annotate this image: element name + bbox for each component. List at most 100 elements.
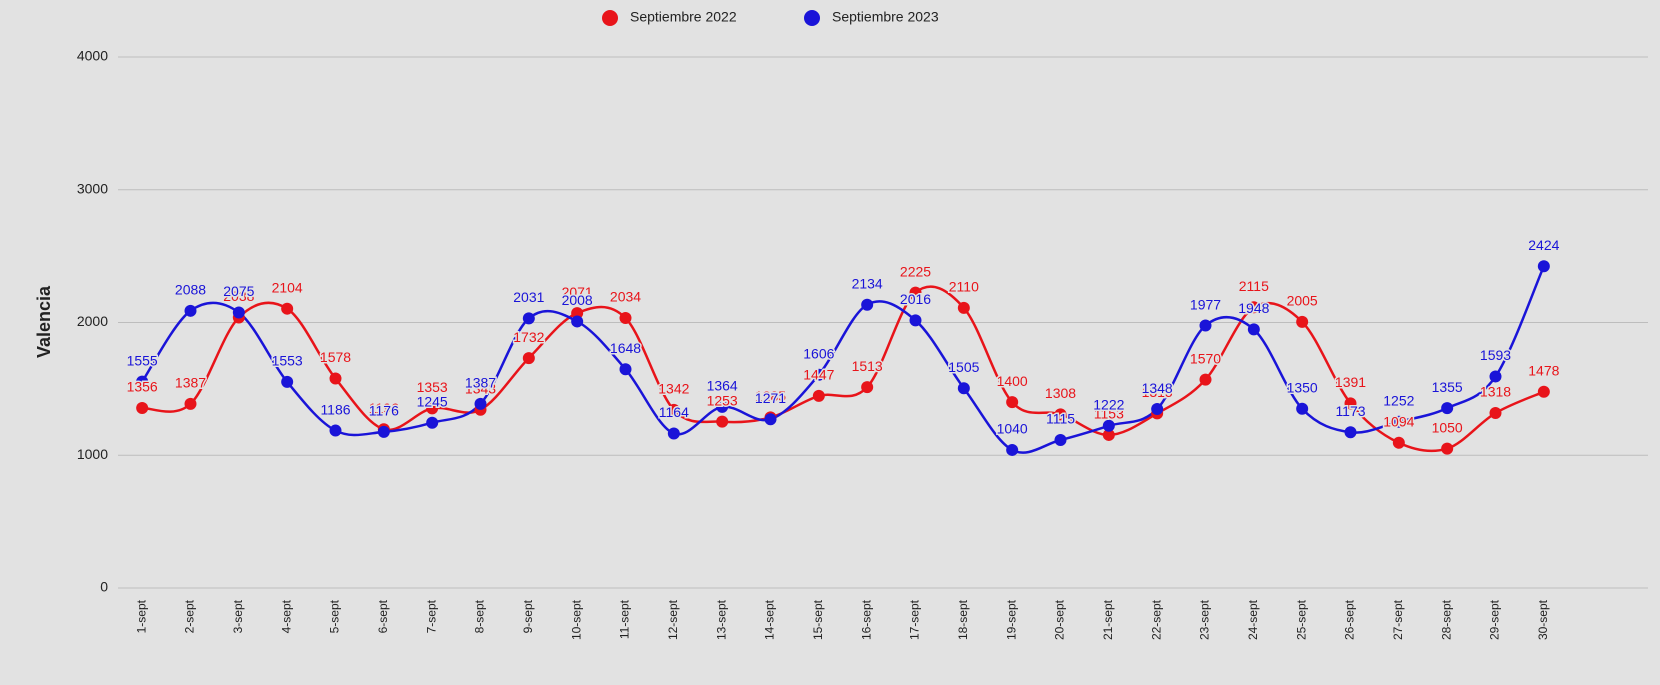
point [1537,385,1550,398]
point [1296,402,1309,415]
data-label: 2110 [949,279,979,295]
point [329,424,342,437]
data-label: 1253 [707,392,738,408]
x-tick-label: 9-sept [521,599,535,633]
point [426,416,439,429]
point [1537,260,1550,273]
x-tick-label: 28-sept [1439,599,1453,640]
data-label: 2424 [1528,237,1559,253]
data-label: 1315 [1142,384,1173,400]
point [1102,428,1115,441]
point [1054,408,1067,421]
point [377,425,390,438]
point [1441,442,1454,455]
data-label: 1387 [175,375,206,391]
point [619,363,632,376]
point [1247,323,1260,336]
point [474,397,487,410]
series-line [141,265,1545,454]
legend-marker [602,10,618,26]
data-label: 1447 [803,367,834,383]
data-label: 1553 [272,353,303,369]
data-label: 1400 [997,373,1028,389]
data-label: 1364 [707,378,738,394]
data-label: 1478 [1528,362,1559,378]
data-label: 1343 [465,380,496,396]
point [1006,443,1019,456]
x-tick-label: 2-sept [183,599,197,633]
legend-marker [804,10,820,26]
series-line [142,285,1545,453]
x-tick-label: 21-sept [1101,599,1115,640]
x-tick-label: 10-sept [569,599,583,640]
point [329,372,342,385]
x-tick-label: 22-sept [1149,599,1163,640]
point [522,312,535,325]
point [184,304,197,317]
point [1296,315,1309,328]
data-label: 2031 [513,289,544,305]
data-label: 1196 [369,400,399,416]
data-label: 1513 [852,358,883,374]
x-tick-label: 5-sept [328,599,342,633]
x-tick-label: 26-sept [1343,599,1357,640]
data-label: 1040 [997,421,1028,437]
data-label: 1350 [1287,379,1318,395]
legend-label: Septiembre 2023 [832,9,939,25]
x-tick-label: 24-sept [1246,599,1260,640]
x-tick-label: 6-sept [376,599,390,633]
y-tick-label: 0 [100,579,108,595]
point [281,375,294,388]
data-label: 1732 [513,329,544,345]
data-label: 1050 [1432,419,1463,435]
data-label: 2005 [1287,293,1318,309]
x-tick-label: 3-sept [231,599,245,633]
point [571,307,584,320]
data-label: 1342 [658,381,689,397]
data-label: 1570 [1190,350,1221,366]
data-label: 2134 [852,275,883,291]
point [1151,403,1164,416]
x-tick-label: 14-sept [763,599,777,640]
data-label: 1153 [1094,406,1124,422]
x-tick-label: 19-sept [1004,599,1018,640]
point [716,400,729,413]
data-label: 1391 [1335,374,1366,390]
point [619,311,632,324]
y-tick-label: 3000 [77,180,108,196]
point [957,301,970,314]
x-tick-label: 25-sept [1294,599,1308,640]
point [861,298,874,311]
x-tick-label: 13-sept [714,599,728,640]
data-label: 1505 [948,359,979,375]
point [667,403,680,416]
x-tick-label: 23-sept [1198,599,1212,640]
point [1392,415,1405,428]
x-tick-label: 29-sept [1488,599,1502,640]
point [1441,402,1454,415]
x-tick-label: 18-sept [956,599,970,640]
y-axis-label: Valencia [34,285,54,358]
data-label: 1356 [127,379,158,395]
data-label: 1245 [417,393,448,409]
data-label: 1948 [1238,300,1269,316]
data-label: 1593 [1480,347,1511,363]
x-tick-label: 1-sept [134,599,148,633]
data-label: 2071 [562,284,593,300]
data-label: 1977 [1190,296,1221,312]
point [1102,419,1115,432]
data-label: 2225 [900,263,931,279]
x-tick-label: 16-sept [859,599,873,640]
point [571,315,584,328]
x-tick-label: 8-sept [473,599,487,633]
data-label: 1387 [465,375,496,391]
point [1489,370,1502,383]
data-label: 1115 [1046,411,1075,427]
data-label: 1222 [1093,396,1124,412]
data-label: 2008 [562,292,593,308]
point [957,382,970,395]
point [136,401,149,414]
point [1344,426,1357,439]
data-label: 2088 [175,282,206,298]
